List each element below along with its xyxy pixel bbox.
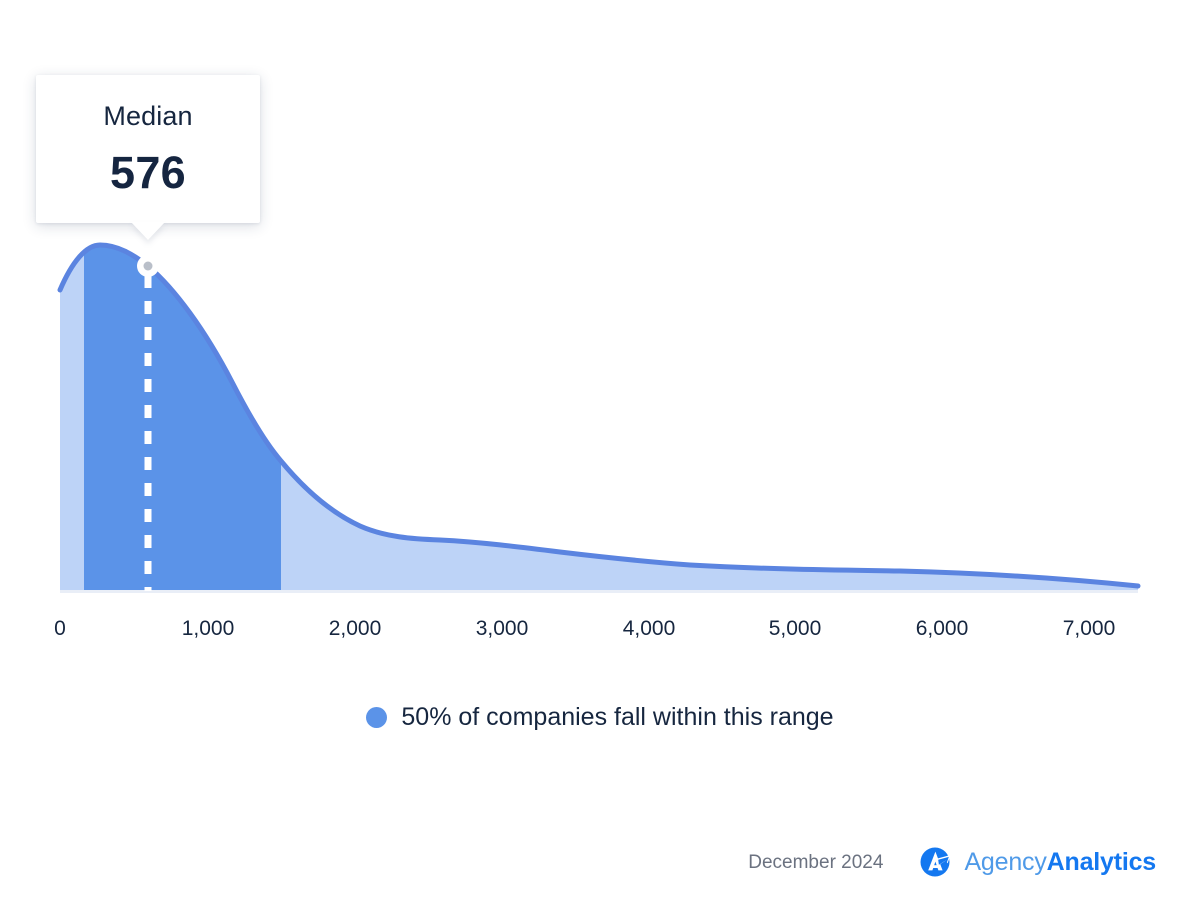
median-tooltip: Median 576: [36, 75, 260, 240]
x-axis: 0 1,000 2,000 3,000 4,000 5,000 6,000 7,…: [0, 616, 1200, 650]
brand-name-primary: Agency: [964, 847, 1047, 876]
x-tick-4000: 4,000: [622, 617, 676, 640]
agencyanalytics-logo-icon: [920, 847, 951, 877]
x-tick-0: 0: [54, 617, 66, 640]
brand-name-secondary: Analytics: [1046, 847, 1157, 876]
x-tick-3000: 3,000: [475, 617, 529, 640]
legend-swatch-icon: [366, 706, 388, 728]
brand-lockup: AgencyAnalytics: [917, 843, 1156, 881]
brand-name: AgencyAnalytics: [964, 847, 1157, 876]
median-tooltip-value: 576: [110, 147, 186, 198]
x-tick-7000: 7,000: [1062, 617, 1116, 640]
median-marker: [137, 255, 159, 277]
x-tick-6000: 6,000: [915, 617, 969, 640]
chart-footer: December 2024 AgencyAnalytics: [748, 843, 1156, 881]
distribution-plot: [57, 242, 1141, 593]
median-tooltip-label: Median: [103, 101, 193, 131]
chart-legend: 50% of companies fall within this range: [0, 702, 1200, 732]
x-tick-1000: 1,000: [181, 617, 235, 640]
period-label: December 2024: [748, 851, 884, 873]
x-tick-5000: 5,000: [768, 617, 822, 640]
x-tick-2000: 2,000: [328, 617, 382, 640]
tooltip-pointer-icon: [131, 222, 165, 240]
legend-label: 50% of companies fall within this range: [401, 703, 834, 731]
